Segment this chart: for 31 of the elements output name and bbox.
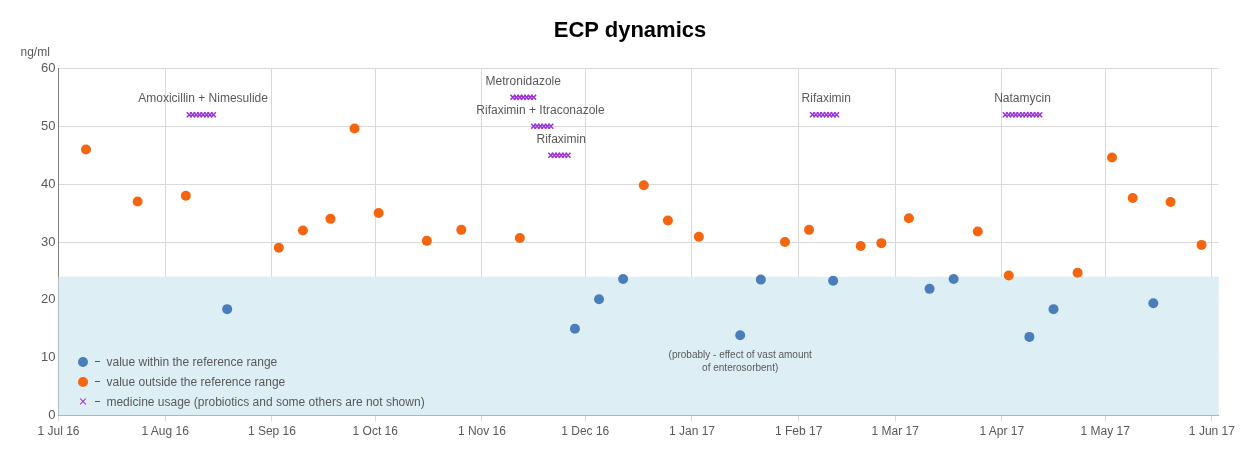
x-tick-label: 1 Jun 17 bbox=[1188, 424, 1236, 439]
annotation: Natamycin bbox=[994, 91, 1051, 106]
annotation: (probably - effect of vast amount of enterosorbent) bbox=[668, 349, 813, 374]
x-tick-label: 1 Oct 16 bbox=[352, 424, 399, 439]
y-axis-title: ng/ml bbox=[20, 44, 50, 59]
y-tick-label: 50 bbox=[40, 117, 56, 133]
y-tick-label: 20 bbox=[40, 291, 56, 307]
annotation: Metronidazole bbox=[485, 73, 562, 88]
y-tick-label: 40 bbox=[40, 175, 56, 191]
y-tick-label: 60 bbox=[40, 59, 56, 75]
x-tick-label: 1 Sep 16 bbox=[247, 424, 297, 439]
x-tick-label: 1 Mar 17 bbox=[871, 424, 920, 439]
x-tick-label: 1 Nov 16 bbox=[457, 424, 507, 439]
x-tick-label: 1 Apr 17 bbox=[979, 424, 1025, 439]
x-tick-label: 1 Aug 16 bbox=[141, 424, 190, 439]
y-tick-label: 0 bbox=[48, 407, 56, 423]
x-tick-label: 1 Feb 17 bbox=[775, 424, 823, 439]
legend-label: value outside the reference range bbox=[92, 374, 286, 389]
x-tick-label: 1 Jul 16 bbox=[37, 424, 80, 439]
annotation: Rifaximin + Itraconazole bbox=[476, 102, 606, 117]
annotation: Rifaximin bbox=[536, 131, 586, 146]
x-tick-label: 1 Jan 17 bbox=[668, 424, 716, 439]
x-tick-label: 1 Dec 16 bbox=[561, 424, 610, 439]
chart-title: ECP dynamics bbox=[553, 17, 707, 43]
legend-label: value within the reference range bbox=[92, 354, 278, 369]
x-tick-label: 1 May 17 bbox=[1080, 424, 1131, 439]
legend-label: medicine usage (probiotics and some others are not shown) bbox=[92, 394, 425, 409]
annotation: Rifaximin bbox=[801, 91, 851, 106]
y-tick-label: 10 bbox=[40, 349, 56, 365]
annotation: Amoxicillin + Nimesulide bbox=[138, 91, 269, 106]
y-tick-label: 30 bbox=[40, 233, 56, 249]
